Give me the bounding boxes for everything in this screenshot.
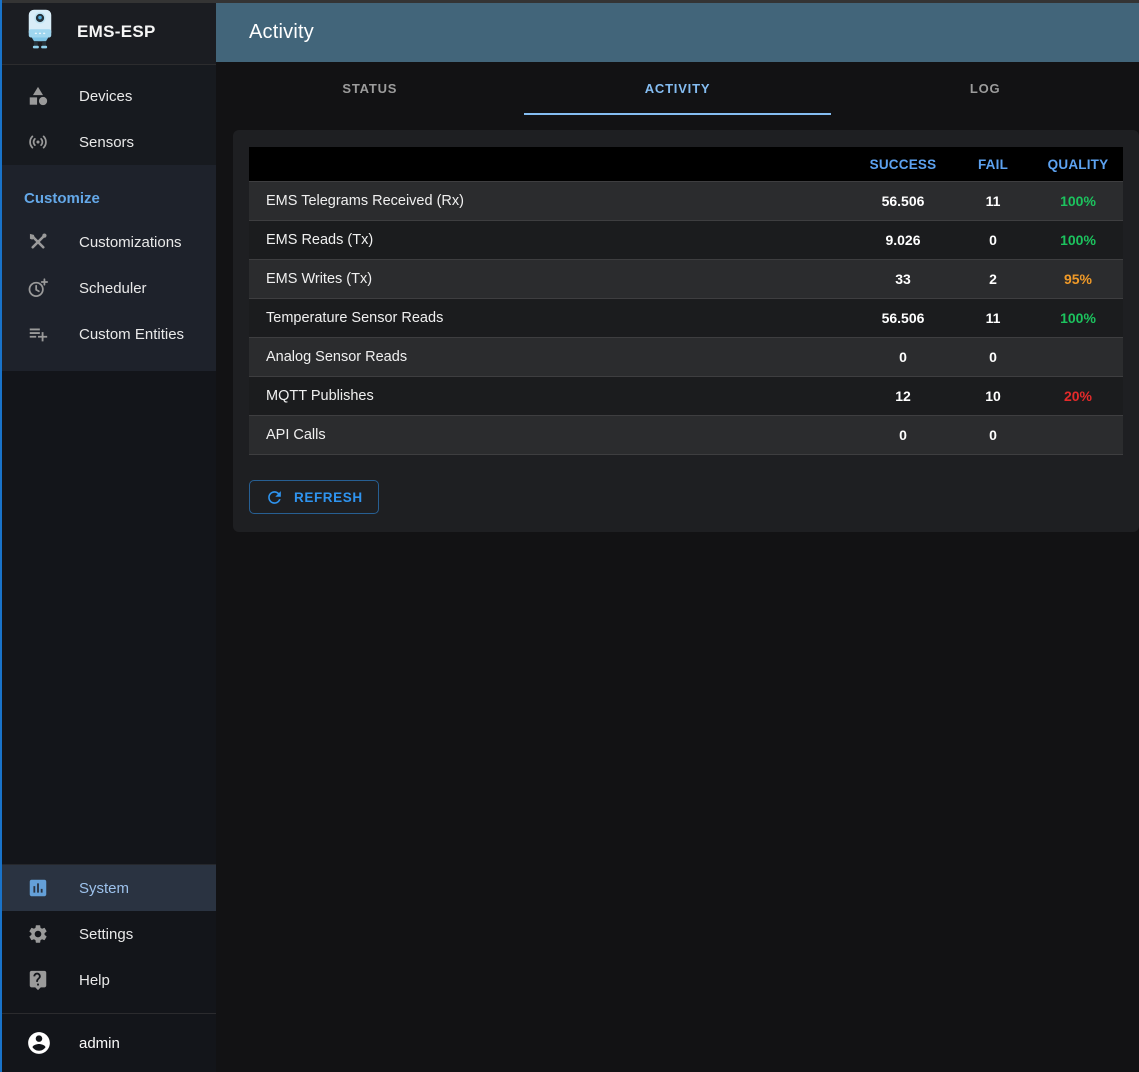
activity-panel: SUCCESS FAIL QUALITY EMS Telegrams Recei… <box>233 130 1139 532</box>
row-success: 0 <box>899 427 907 443</box>
sidebar-item-label: Scheduler <box>79 279 147 297</box>
sidebar-main-menu: Devices Sensors <box>0 65 216 165</box>
row-success: 56.506 <box>881 193 925 209</box>
sidebar-user-admin[interactable]: admin <box>0 1014 216 1072</box>
sidebar-customize-section: Customize Customizations Schedul <box>0 165 216 371</box>
row-fail: 0 <box>989 427 997 443</box>
bar-chart-icon <box>26 876 50 900</box>
sidebar-item-custom-entities[interactable]: Custom Entities <box>0 311 216 357</box>
sidebar-item-label: Sensors <box>79 133 135 151</box>
table-body: EMS Telegrams Received (Rx) 56.506 11 10… <box>249 181 1123 455</box>
sidebar: EMS-ESP Devices Sensors <box>0 0 216 1072</box>
table-row: EMS Reads (Tx) 9.026 0 100% <box>249 220 1123 259</box>
header-fail: FAIL <box>977 156 1009 172</box>
sensors-icon <box>26 130 50 154</box>
row-fail: 0 <box>989 232 997 248</box>
row-fail: 10 <box>985 388 1001 404</box>
page-title: Activity <box>249 21 314 43</box>
sidebar-item-system[interactable]: System <box>0 865 216 911</box>
row-success: 9.026 <box>885 232 921 248</box>
row-label: EMS Telegrams Received (Rx) <box>266 193 464 209</box>
account-circle-icon <box>26 1030 52 1056</box>
row-fail: 11 <box>985 193 1001 209</box>
boiler-logo-icon <box>22 7 58 58</box>
row-quality: 100% <box>1060 310 1096 326</box>
sidebar-item-customizations[interactable]: Customizations <box>0 219 216 265</box>
window-top-edge <box>0 0 1139 3</box>
tab-status[interactable]: STATUS <box>342 81 398 96</box>
sidebar-item-scheduler[interactable]: Scheduler <box>0 265 216 311</box>
row-label: MQTT Publishes <box>266 388 374 404</box>
sidebar-empty-area <box>0 371 216 864</box>
row-label: API Calls <box>266 427 326 443</box>
sidebar-bottom-menu: System Settings Help <box>0 864 216 1072</box>
sidebar-item-devices[interactable]: Devices <box>0 73 216 119</box>
row-fail: 2 <box>989 271 997 287</box>
row-label: Analog Sensor Reads <box>266 349 408 365</box>
sidebar-item-sensors[interactable]: Sensors <box>0 119 216 165</box>
row-fail: 0 <box>989 349 997 365</box>
activity-table: SUCCESS FAIL QUALITY EMS Telegrams Recei… <box>249 147 1123 455</box>
clock-plus-icon <box>26 276 50 300</box>
refresh-button[interactable]: REFRESH <box>249 480 379 514</box>
table-row: MQTT Publishes 12 10 20% <box>249 376 1123 415</box>
table-row: API Calls 0 0 <box>249 415 1123 454</box>
sidebar-item-label: Help <box>79 971 110 989</box>
header-quality: QUALITY <box>1047 156 1109 172</box>
row-success: 12 <box>895 388 911 404</box>
window-left-accent <box>0 0 2 1072</box>
sidebar-item-help[interactable]: Help <box>0 957 216 1003</box>
header-success: SUCCESS <box>869 156 937 172</box>
sidebar-item-label: System <box>79 879 130 897</box>
row-fail: 11 <box>985 310 1001 326</box>
app-name: EMS-ESP <box>77 22 156 41</box>
table-header-row: SUCCESS FAIL QUALITY <box>249 147 1123 181</box>
table-row: EMS Telegrams Received (Rx) 56.506 11 10… <box>249 181 1123 220</box>
customize-section-label: Customize <box>24 190 100 207</box>
refresh-icon <box>265 488 284 507</box>
sidebar-item-label: Devices <box>79 87 133 105</box>
row-quality: 100% <box>1060 232 1096 248</box>
playlist-add-icon <box>26 322 50 346</box>
refresh-button-label: REFRESH <box>294 489 363 505</box>
row-quality: 100% <box>1060 193 1096 209</box>
construction-tools-icon <box>26 230 50 254</box>
gear-icon <box>26 922 50 946</box>
table-row: Analog Sensor Reads 0 0 <box>249 337 1123 376</box>
row-quality: 20% <box>1063 388 1093 404</box>
devices-icon <box>26 84 50 108</box>
sidebar-item-settings[interactable]: Settings <box>0 911 216 957</box>
row-success: 0 <box>899 349 907 365</box>
row-label: EMS Writes (Tx) <box>266 271 373 287</box>
sidebar-divider <box>0 1013 216 1014</box>
sidebar-item-label: Settings <box>79 925 134 943</box>
row-success: 56.506 <box>881 310 925 326</box>
table-row: Temperature Sensor Reads 56.506 11 100% <box>249 298 1123 337</box>
appbar: Activity <box>216 3 1139 62</box>
sidebar-item-label: Custom Entities <box>79 325 185 343</box>
table-row: EMS Writes (Tx) 33 2 95% <box>249 259 1123 298</box>
tab-log[interactable]: LOG <box>969 81 1001 96</box>
user-name: admin <box>79 1034 120 1052</box>
tab-activity[interactable]: ACTIVITY <box>523 62 832 115</box>
live-help-icon <box>26 968 50 992</box>
tab-bar: STATUS ACTIVITY LOG <box>216 62 1139 115</box>
row-success: 33 <box>895 271 911 287</box>
row-label: Temperature Sensor Reads <box>266 310 444 326</box>
sidebar-header: EMS-ESP <box>0 0 216 65</box>
row-quality: 95% <box>1063 271 1093 287</box>
sidebar-item-label: Customizations <box>79 233 182 251</box>
row-label: EMS Reads (Tx) <box>266 232 374 248</box>
